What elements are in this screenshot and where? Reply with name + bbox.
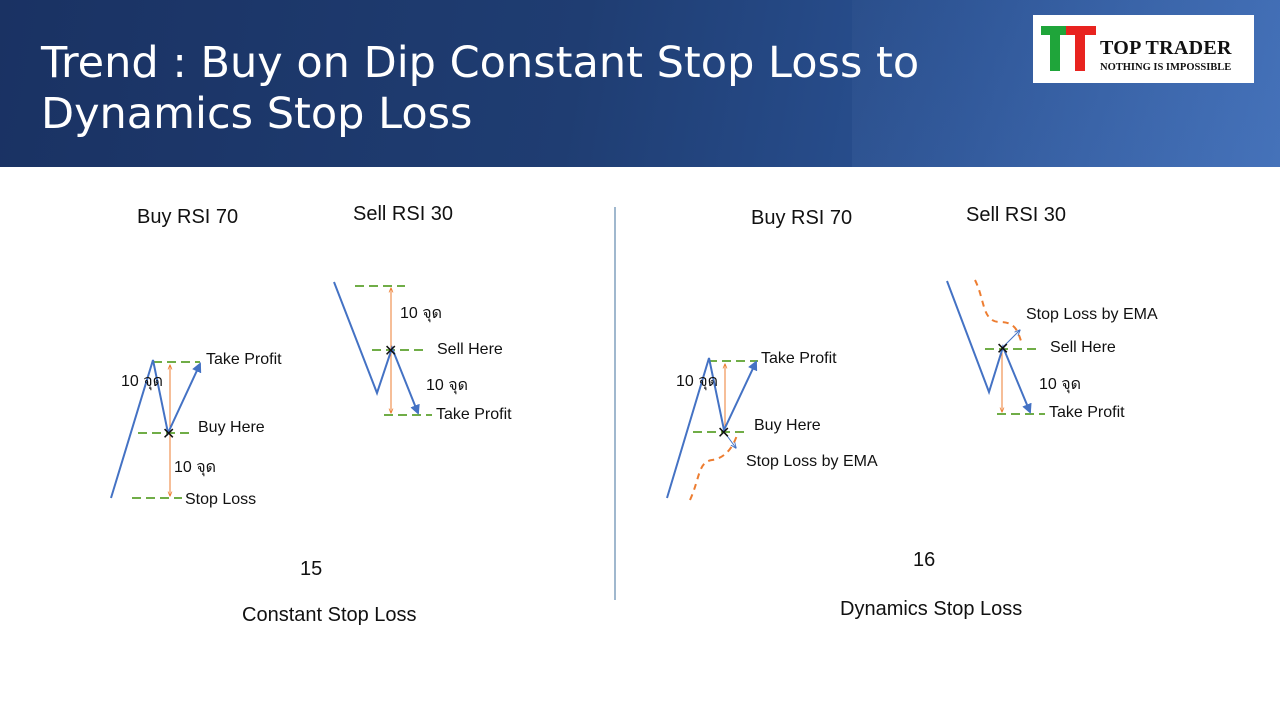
right-buy-stop-loss-ema-label: Stop Loss by EMA xyxy=(746,453,878,470)
left-sell-diagram: ✕ xyxy=(333,281,432,416)
left-buy-heading: Buy RSI 70 xyxy=(137,206,239,228)
right-sell-points-label: 10 จุด xyxy=(1039,376,1082,393)
logo-tt-icon xyxy=(1041,26,1096,71)
ema-pointer-arrow xyxy=(1002,330,1020,348)
left-sell-points-up-label: 10 จุด xyxy=(400,305,443,322)
ema-pointer-arrow xyxy=(724,432,736,448)
right-sell-stop-loss-ema-label: Stop Loss by EMA xyxy=(1026,306,1158,323)
ema-stop-line xyxy=(689,431,739,501)
right-caption: Dynamics Stop Loss xyxy=(840,598,1023,620)
left-buy-here-label: Buy Here xyxy=(198,419,265,436)
right-sell-diagram: ✕ xyxy=(946,279,1045,415)
right-buy-points-label: 10 จุด xyxy=(676,373,719,390)
left-sell-take-profit-label: Take Profit xyxy=(436,406,512,423)
price-path xyxy=(946,280,1032,414)
left-buy-take-profit-label: Take Profit xyxy=(206,351,282,368)
title-banner: Trend : Buy on Dip Constant Stop Loss to… xyxy=(0,0,1280,167)
left-sell-points-down-label: 10 จุด xyxy=(426,377,469,394)
left-sell-heading: Sell RSI 30 xyxy=(353,203,454,225)
left-buy-points-up-label: 10 จุด xyxy=(121,373,164,390)
price-path xyxy=(333,281,420,415)
entry-mark-icon: ✕ xyxy=(717,425,730,442)
entry-mark-icon: ✕ xyxy=(996,341,1009,358)
left-buy-stop-loss-label: Stop Loss xyxy=(185,491,257,508)
right-buy-heading: Buy RSI 70 xyxy=(751,207,853,229)
right-sell-take-profit-label: Take Profit xyxy=(1049,404,1125,421)
left-buy-diagram: ✕ xyxy=(110,359,202,499)
left-buy-points-down-label: 10 จุด xyxy=(174,459,217,476)
slide-title: Trend : Buy on Dip Constant Stop Loss to… xyxy=(41,38,920,139)
left-sell-here-label: Sell Here xyxy=(437,341,503,358)
top-trader-logo: TOP TRADER NOTHING IS IMPOSSIBLE xyxy=(1033,15,1254,83)
right-buy-take-profit-label: Take Profit xyxy=(761,350,837,367)
right-buy-here-label: Buy Here xyxy=(754,417,821,434)
entry-mark-icon: ✕ xyxy=(162,426,175,443)
right-buy-diagram: ✕ xyxy=(666,357,758,501)
right-sell-heading: Sell RSI 30 xyxy=(966,204,1067,226)
price-path xyxy=(110,359,202,499)
left-slide-number: 15 xyxy=(300,558,323,580)
price-path xyxy=(666,357,758,499)
right-slide-number: 16 xyxy=(913,549,936,571)
logo-name: TOP TRADER xyxy=(1100,37,1232,59)
logo-tagline: NOTHING IS IMPOSSIBLE xyxy=(1100,62,1232,73)
left-caption: Constant Stop Loss xyxy=(242,604,417,626)
right-sell-here-label: Sell Here xyxy=(1050,339,1116,356)
entry-mark-icon: ✕ xyxy=(384,343,397,360)
